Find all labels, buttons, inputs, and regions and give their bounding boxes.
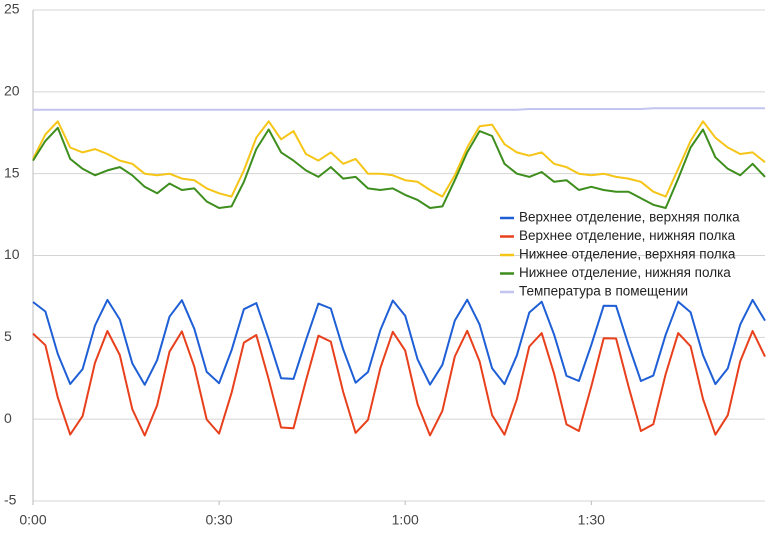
- legend-label: Нижнее отделение, нижняя полка: [519, 265, 731, 280]
- y-tick-label: 20: [4, 83, 20, 99]
- y-tick-label: 0: [4, 410, 12, 426]
- legend: Верхнее отделение, верхняя полка Верхнее …: [500, 210, 740, 299]
- legend-label: Верхнее отделение, верхняя полка: [519, 210, 740, 225]
- series-line: [32, 126, 766, 209]
- y-tick-label: 5: [4, 328, 12, 344]
- legend-label: Температура в помещении: [519, 284, 688, 299]
- legend-label: Нижнее отделение, верхняя полка: [519, 247, 736, 262]
- x-tick-label: 0:30: [205, 512, 232, 528]
- y-tick-label: 15: [4, 164, 20, 180]
- legend-label: Верхнее отделение, нижняя полка: [519, 228, 736, 243]
- series-line: [32, 298, 766, 386]
- x-tick-label: 1:30: [578, 512, 605, 528]
- series-line: [32, 120, 766, 198]
- series-line: [33, 107, 765, 111]
- x-tick-label: 1:00: [392, 512, 419, 528]
- y-tick-label: -5: [4, 492, 17, 508]
- x-tick-label: 0:00: [19, 512, 46, 528]
- y-tick-label: 25: [4, 1, 20, 17]
- series-line: [32, 329, 766, 437]
- y-tick-label: 10: [4, 246, 20, 262]
